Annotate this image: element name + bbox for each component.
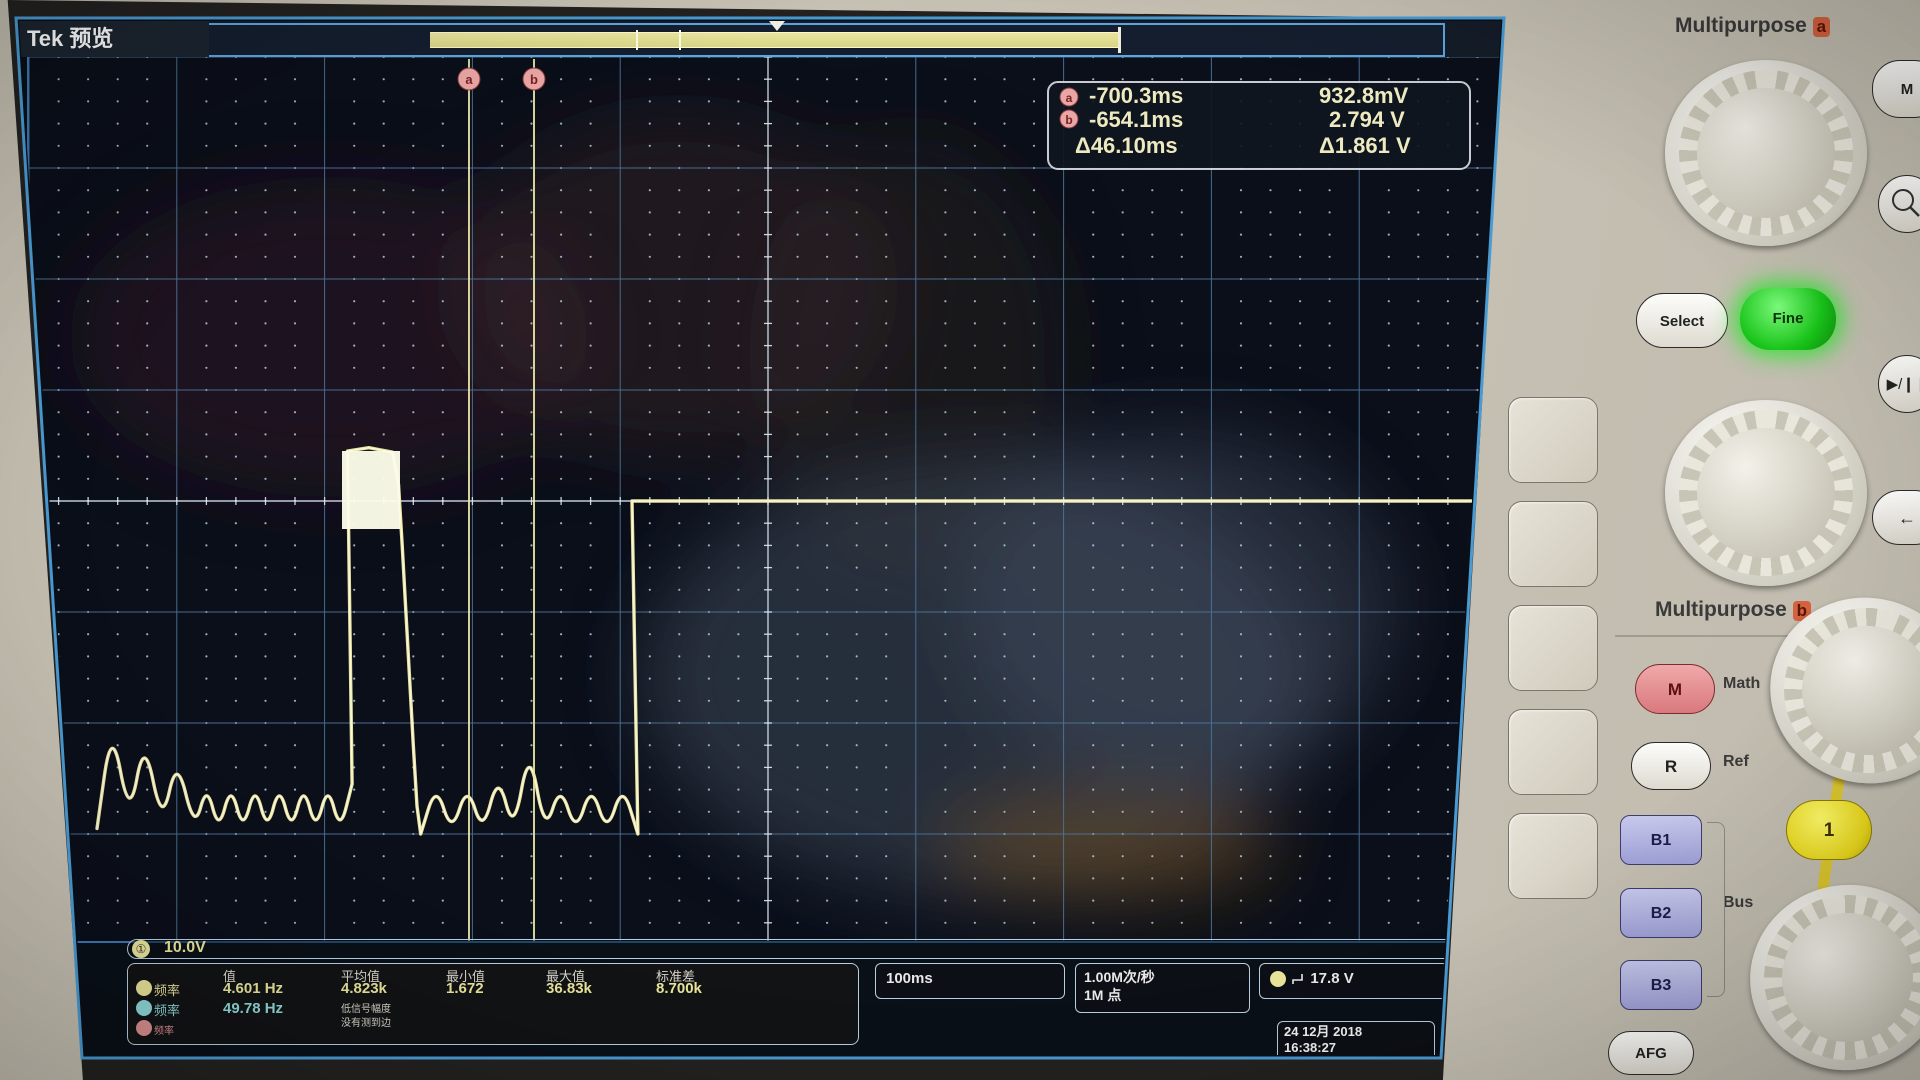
svg-text:a: a (1066, 91, 1073, 105)
svg-text:a: a (465, 72, 473, 87)
svg-text:Δ46.10ms: Δ46.10ms (1075, 133, 1178, 158)
svg-text:b: b (1065, 113, 1072, 127)
svg-text:2.794 V: 2.794 V (1329, 107, 1405, 132)
svg-text:Δ1.861 V: Δ1.861 V (1319, 133, 1411, 158)
svg-text:932.8mV: 932.8mV (1319, 83, 1409, 108)
svg-text:b: b (530, 72, 538, 87)
svg-text:-700.3ms: -700.3ms (1089, 83, 1183, 108)
svg-text:-654.1ms: -654.1ms (1089, 107, 1183, 132)
